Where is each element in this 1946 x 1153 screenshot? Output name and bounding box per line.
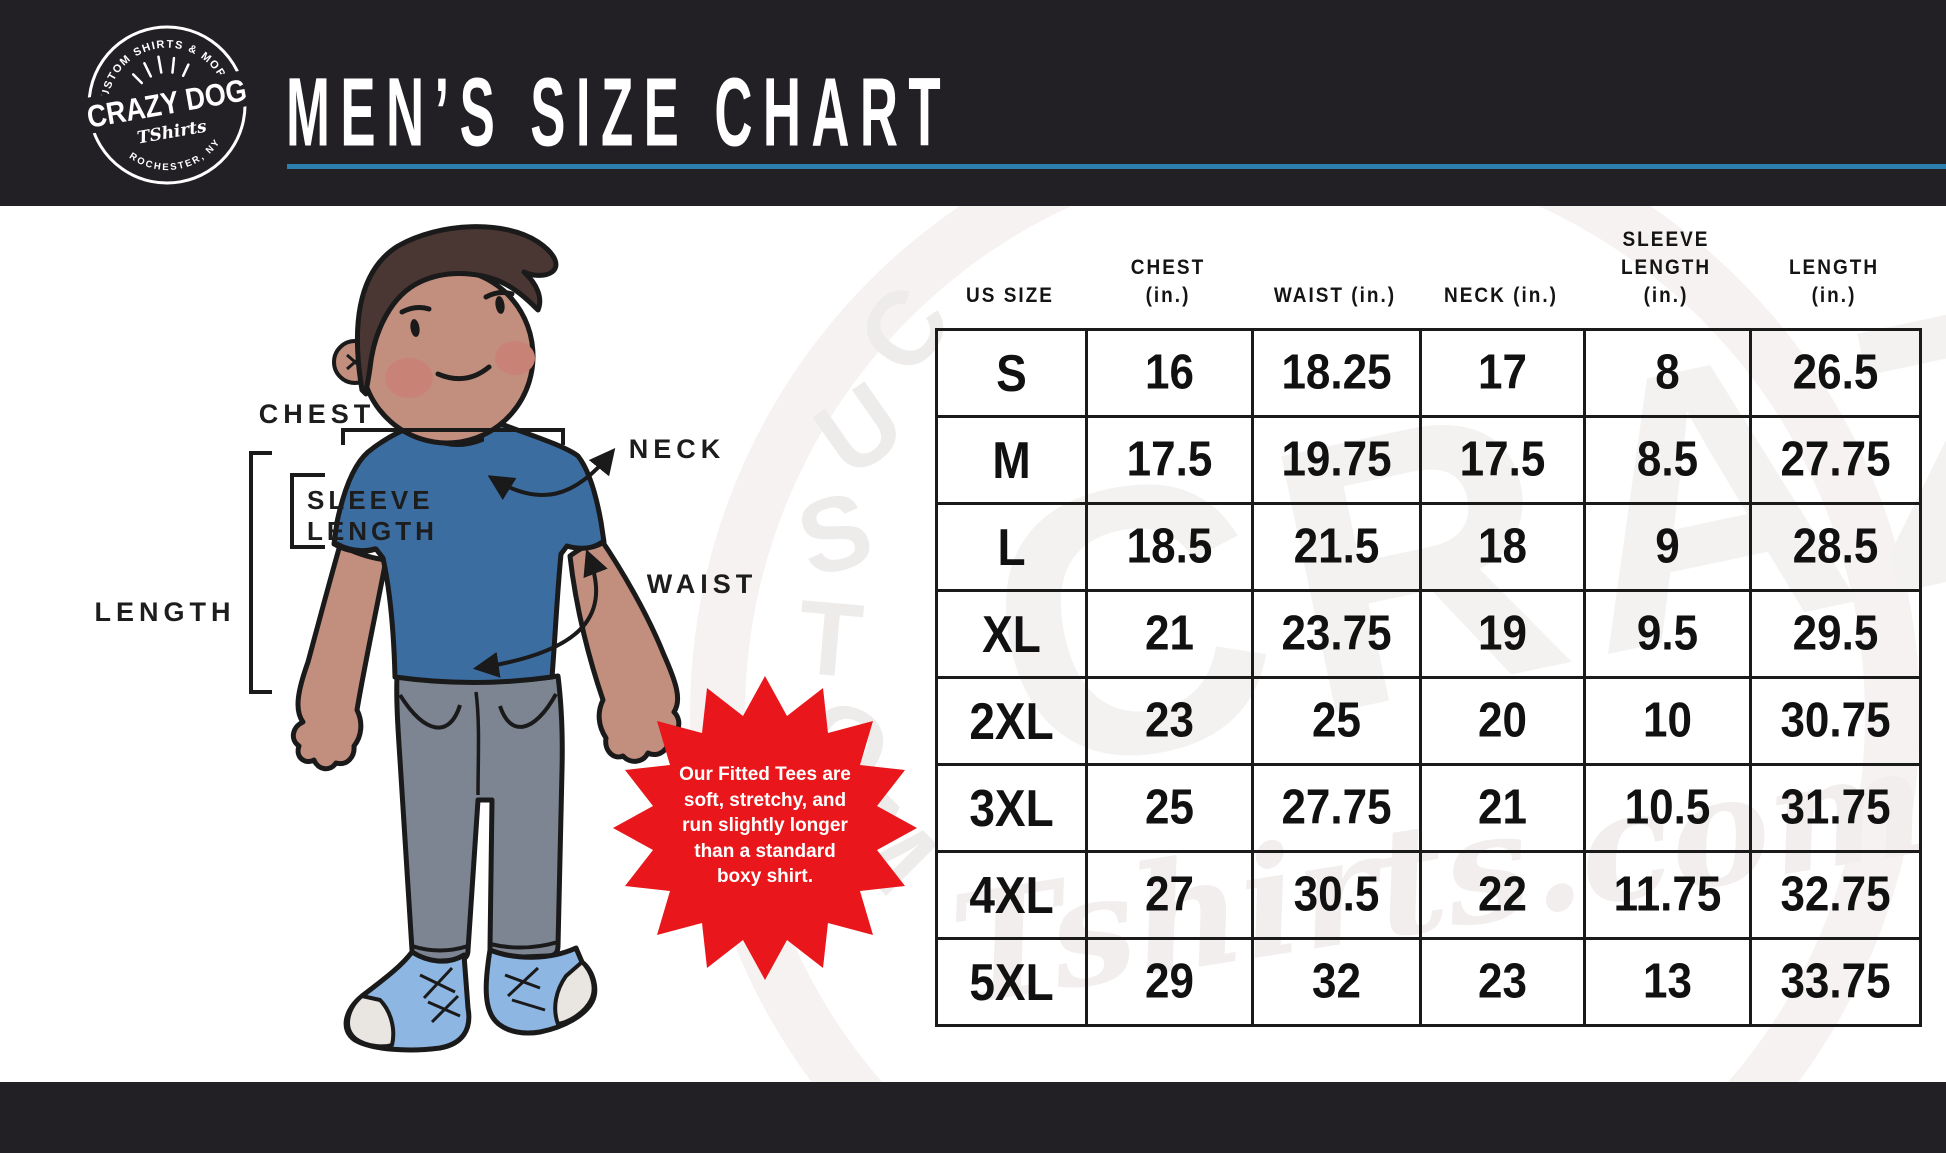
size-cell: 2XL — [935, 676, 1088, 766]
chest-cell: 25 — [1085, 763, 1254, 853]
column-header: CHEST (in.) — [1085, 256, 1251, 316]
table-row: L 18.5 21.5 18 9 28.5 — [935, 502, 1922, 592]
sleeve-cell: 10.5 — [1583, 763, 1752, 853]
size-cell: L — [935, 502, 1088, 592]
footer-bar — [0, 1082, 1946, 1153]
neck-cell: 17.5 — [1419, 415, 1586, 505]
waist-cell: 27.75 — [1251, 763, 1422, 853]
size-chart-table: S 16 18.25 17 8 26.5 M 17.5 19.75 17.5 8… — [935, 328, 1922, 1027]
neck-cell: 17 — [1419, 328, 1586, 418]
size-cell: M — [935, 415, 1088, 505]
neck-cell: 18 — [1419, 502, 1586, 592]
chest-cell: 21 — [1085, 589, 1254, 679]
sleeve-cell: 8 — [1583, 328, 1752, 418]
chest-cell: 17.5 — [1085, 415, 1254, 505]
neck-cell: 19 — [1419, 589, 1586, 679]
neck-label: NECK — [628, 434, 726, 464]
header-bar: MEN’S SIZE CHART CUSTOM SHIRTS & MORE — [0, 0, 1946, 206]
length-cell: 26.5 — [1749, 328, 1922, 418]
chest-cell: 23 — [1085, 676, 1254, 766]
length-cell: 33.75 — [1749, 937, 1922, 1027]
sleeve-cell: 13 — [1583, 937, 1752, 1027]
size-cell: 3XL — [935, 763, 1088, 853]
column-header-label: CHEST (in.) — [1130, 256, 1206, 308]
column-header-label: SLEEVE LENGTH (in.) — [1620, 228, 1712, 308]
chest-label: CHEST — [258, 399, 376, 429]
waist-cell: 32 — [1251, 937, 1422, 1027]
waist-cell: 21.5 — [1251, 502, 1422, 592]
table-row: 2XL 23 25 20 10 30.75 — [935, 676, 1922, 766]
table-row: S 16 18.25 17 8 26.5 — [935, 328, 1922, 418]
sleeve-cell: 9.5 — [1583, 589, 1752, 679]
size-cell: 4XL — [935, 850, 1088, 940]
table-row: 4XL 27 30.5 22 11.75 32.75 — [935, 850, 1922, 940]
length-cell: 32.75 — [1749, 850, 1922, 940]
sleeve-cell: 11.75 — [1583, 850, 1752, 940]
neck-cell: 22 — [1419, 850, 1586, 940]
page-title-text: MEN’S SIZE CHART — [286, 57, 952, 167]
page-title: MEN’S SIZE CHART — [286, 56, 1117, 166]
table-row: 5XL 29 32 23 13 33.75 — [935, 937, 1922, 1027]
length-cell: 31.75 — [1749, 763, 1922, 853]
chest-cell: 29 — [1085, 937, 1254, 1027]
waist-cell: 23.75 — [1251, 589, 1422, 679]
table-row: 3XL 25 27.75 21 10.5 31.75 — [935, 763, 1922, 853]
table-row: M 17.5 19.75 17.5 8.5 27.75 — [935, 415, 1922, 505]
neck-cell: 21 — [1419, 763, 1586, 853]
column-header-label: US SIZE — [966, 284, 1054, 308]
column-header-label: WAIST (in.) — [1273, 284, 1397, 308]
size-cell: S — [935, 328, 1088, 418]
sleeve-cell: 9 — [1583, 502, 1752, 592]
waist-label: WAIST — [646, 569, 758, 599]
waist-cell: 18.25 — [1251, 328, 1422, 418]
logo-rays — [131, 55, 190, 85]
column-header: US SIZE — [935, 284, 1085, 316]
length-cell: 30.75 — [1749, 676, 1922, 766]
chest-cell: 16 — [1085, 328, 1254, 418]
length-cell: 28.5 — [1749, 502, 1922, 592]
chest-cell: 27 — [1085, 850, 1254, 940]
size-table-column-headers: US SIZE CHEST (in.) WAIST (in.) NECK (in… — [935, 220, 1919, 316]
column-header: NECK (in.) — [1419, 284, 1583, 316]
length-cell: 29.5 — [1749, 589, 1922, 679]
column-header: WAIST (in.) — [1251, 284, 1419, 316]
table-row: XL 21 23.75 19 9.5 29.5 — [935, 589, 1922, 679]
size-cell: XL — [935, 589, 1088, 679]
size-cell: 5XL — [935, 937, 1088, 1027]
crazy-dog-logo-icon: CUSTOM SHIRTS & MORE CRAZY DOG TShirts R… — [83, 25, 250, 185]
length-cell: 27.75 — [1749, 415, 1922, 505]
column-header-label: NECK (in.) — [1444, 284, 1558, 308]
length-label: LENGTH — [94, 597, 236, 627]
column-header: SLEEVE LENGTH (in.) — [1583, 228, 1749, 316]
sleeve-length-label: SLEEVE LENGTH — [307, 485, 438, 546]
waist-cell: 19.75 — [1251, 415, 1422, 505]
sleeve-cell: 8.5 — [1583, 415, 1752, 505]
column-header: LENGTH (in.) — [1749, 256, 1919, 316]
neck-cell: 23 — [1419, 937, 1586, 1027]
neck-cell: 20 — [1419, 676, 1586, 766]
chest-cell: 18.5 — [1085, 502, 1254, 592]
column-header-label: LENGTH (in.) — [1788, 256, 1880, 308]
accent-divider — [287, 164, 1946, 169]
waist-cell: 30.5 — [1251, 850, 1422, 940]
sleeve-cell: 10 — [1583, 676, 1752, 766]
fitted-tees-note: Our Fitted Tees are soft, stretchy, and … — [679, 764, 851, 887]
waist-cell: 25 — [1251, 676, 1422, 766]
